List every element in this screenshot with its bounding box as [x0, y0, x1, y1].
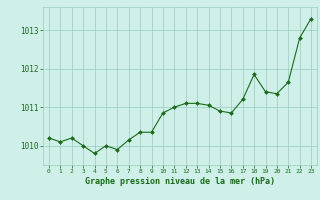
X-axis label: Graphe pression niveau de la mer (hPa): Graphe pression niveau de la mer (hPa): [85, 177, 275, 186]
